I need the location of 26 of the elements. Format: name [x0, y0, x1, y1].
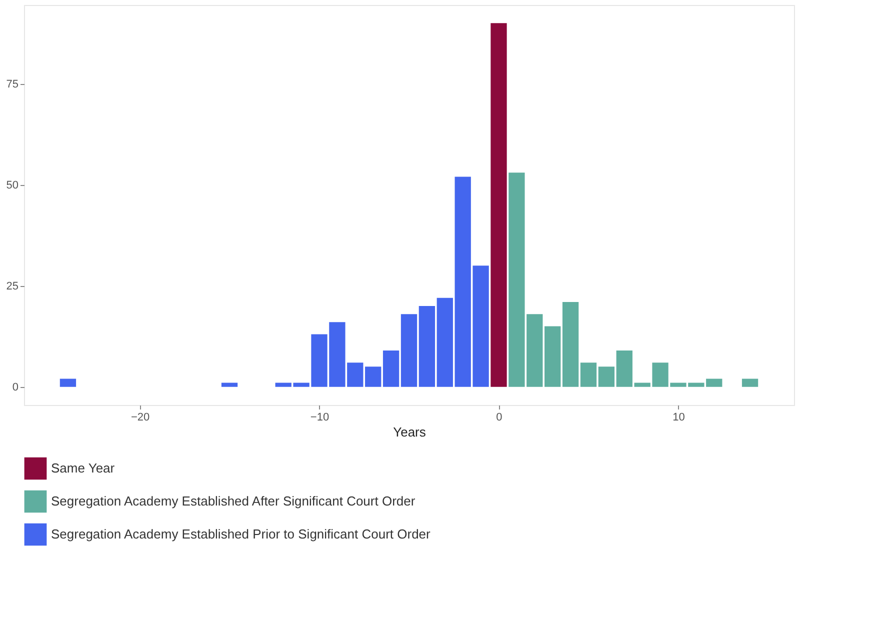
bar — [436, 298, 453, 387]
x-tick-label: 10 — [672, 412, 685, 424]
y-tick-label: 25 — [6, 280, 18, 292]
bar — [400, 314, 418, 387]
bar — [60, 378, 76, 387]
bar — [598, 366, 615, 387]
y-tick-label: 75 — [6, 78, 18, 90]
bar — [365, 366, 382, 387]
x-axis-title: Years — [393, 424, 426, 440]
bar — [490, 23, 507, 387]
x-tick-label: −10 — [310, 412, 330, 424]
bar — [221, 382, 238, 387]
bar — [742, 378, 758, 387]
y-tick-label: 0 — [12, 381, 18, 394]
y-tick-label: 50 — [6, 179, 18, 192]
bar — [616, 350, 632, 387]
x-tick-label: −20 — [130, 412, 150, 424]
legend-label: Same Year — [51, 460, 116, 476]
bar — [418, 306, 436, 387]
x-tick-label: 0 — [496, 412, 502, 424]
bar — [544, 326, 561, 387]
bar — [382, 350, 400, 387]
bar — [562, 302, 579, 387]
bar — [580, 362, 597, 387]
legend-label: Segregation Academy Established After Significant Court Order — [51, 494, 416, 508]
legend-label: Segregation Academy Established Prior to Significant Court Order — [51, 526, 432, 542]
